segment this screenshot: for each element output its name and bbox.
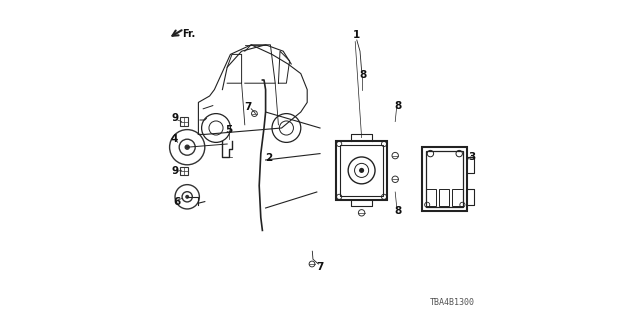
Text: 4: 4 — [171, 134, 178, 144]
Text: 8: 8 — [395, 100, 402, 111]
Circle shape — [186, 196, 189, 198]
Bar — [340, 145, 383, 196]
Text: 7: 7 — [316, 262, 324, 272]
Text: 6: 6 — [173, 196, 180, 207]
Text: 5: 5 — [225, 124, 232, 135]
Bar — [439, 189, 449, 206]
Text: 3: 3 — [468, 152, 476, 162]
Text: TBA4B1300: TBA4B1300 — [430, 298, 475, 307]
Text: 8: 8 — [395, 206, 402, 216]
Circle shape — [185, 145, 189, 149]
Text: Fr.: Fr. — [182, 28, 196, 39]
Text: 8: 8 — [360, 70, 367, 80]
Bar — [422, 147, 467, 211]
Bar — [336, 141, 387, 200]
Text: 9: 9 — [172, 113, 179, 124]
Text: 2: 2 — [265, 153, 273, 164]
Bar — [180, 117, 188, 126]
Circle shape — [359, 168, 364, 173]
Bar — [426, 189, 436, 206]
Bar — [180, 167, 188, 175]
Text: 9: 9 — [172, 166, 179, 176]
Bar — [452, 189, 463, 206]
Text: 7: 7 — [244, 102, 252, 112]
Text: 1: 1 — [353, 30, 360, 40]
Bar — [426, 151, 463, 207]
